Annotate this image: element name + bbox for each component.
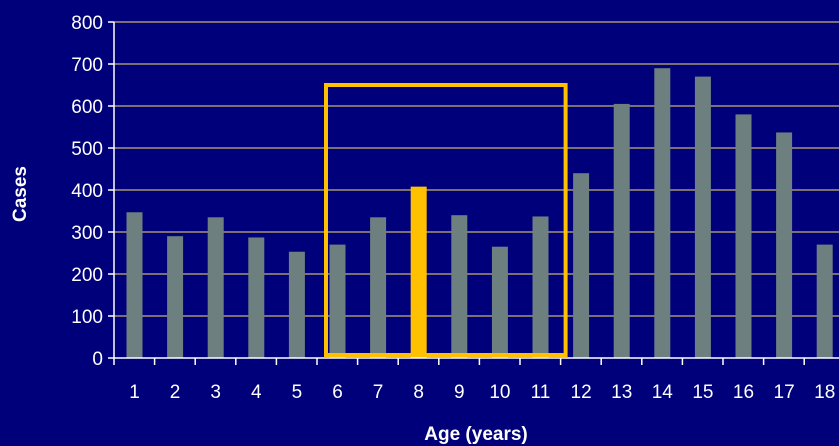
y-tick-label: 800 xyxy=(71,13,103,34)
bar xyxy=(329,244,346,358)
y-tick-label: 600 xyxy=(71,97,103,118)
x-tick-label: 4 xyxy=(251,382,262,403)
bar xyxy=(573,173,590,358)
y-tick-label: 700 xyxy=(71,55,103,76)
y-axis-ticks: 0 100 200 300 400 500 600 700 800 xyxy=(71,13,114,370)
highlight-box xyxy=(324,83,568,357)
x-tick-label: 17 xyxy=(774,382,795,403)
y-tick-label: 300 xyxy=(71,223,103,244)
gridlines xyxy=(114,21,839,317)
x-tick-label: 5 xyxy=(292,382,303,403)
y-tick-label: 500 xyxy=(71,139,103,160)
bar xyxy=(816,244,833,358)
x-tick-label: 11 xyxy=(531,382,551,403)
x-tick-label: 3 xyxy=(210,382,221,403)
x-tick-label: 18 xyxy=(814,382,835,403)
bar xyxy=(694,76,711,358)
bar xyxy=(288,251,305,358)
x-tick-label: 6 xyxy=(332,382,343,403)
x-axis-title: Age (years) xyxy=(424,424,528,445)
highlight-rectangle xyxy=(324,83,568,357)
x-tick-label: 8 xyxy=(413,382,424,403)
bar xyxy=(491,246,508,358)
bar xyxy=(126,212,143,358)
x-tick-label: 15 xyxy=(692,382,713,403)
bar xyxy=(370,217,387,358)
x-tick-label: 9 xyxy=(454,382,465,403)
highlighted-bar xyxy=(410,186,427,358)
bar xyxy=(207,217,224,358)
x-tick-label: 14 xyxy=(652,382,674,403)
bar xyxy=(613,103,630,359)
x-tick-label: 10 xyxy=(489,382,510,403)
x-tick-label: 12 xyxy=(571,382,592,403)
x-tick-label: 16 xyxy=(733,382,754,403)
y-tick-label: 0 xyxy=(92,349,103,370)
bars xyxy=(126,68,833,359)
x-tick-label: 1 xyxy=(129,382,140,403)
y-tick-label: 100 xyxy=(71,307,103,328)
x-tick-label: 2 xyxy=(170,382,181,403)
bar xyxy=(735,114,752,359)
bar xyxy=(654,68,671,358)
bar xyxy=(167,236,184,358)
x-tick-label: 13 xyxy=(611,382,632,403)
x-axis-ticks: 1 2 3 4 5 6 7 8 9 10 11 12 13 14 15 16 17 18 xyxy=(129,382,835,403)
y-axis-title: Cases xyxy=(10,166,31,222)
x-tick-label: 7 xyxy=(373,382,384,403)
bar xyxy=(451,215,468,358)
x-axis xyxy=(113,22,839,365)
bar xyxy=(248,237,265,358)
bar xyxy=(532,216,549,358)
y-tick-label: 400 xyxy=(71,181,103,202)
bar xyxy=(776,132,793,358)
y-tick-label: 200 xyxy=(71,265,103,286)
